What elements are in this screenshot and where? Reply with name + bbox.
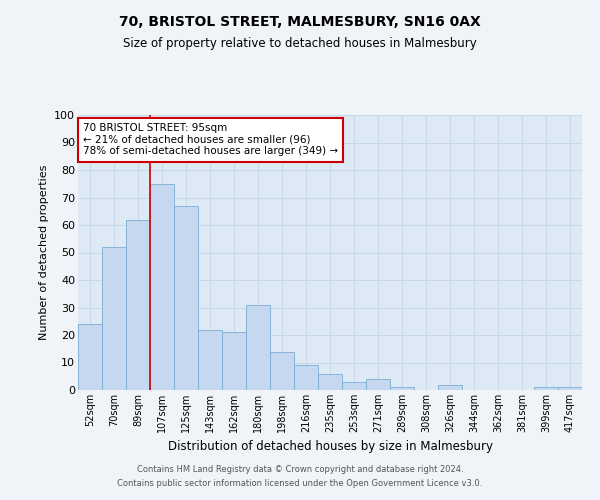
- Bar: [222, 332, 246, 390]
- Bar: [150, 184, 174, 390]
- X-axis label: Distribution of detached houses by size in Malmesbury: Distribution of detached houses by size …: [167, 440, 493, 454]
- Bar: [438, 384, 462, 390]
- Bar: [534, 387, 558, 390]
- Y-axis label: Number of detached properties: Number of detached properties: [38, 165, 49, 340]
- Bar: [102, 247, 126, 390]
- Bar: [294, 365, 318, 390]
- Text: Size of property relative to detached houses in Malmesbury: Size of property relative to detached ho…: [123, 38, 477, 51]
- Bar: [246, 304, 270, 390]
- Bar: [342, 382, 366, 390]
- Bar: [558, 387, 582, 390]
- Text: Contains HM Land Registry data © Crown copyright and database right 2024.
Contai: Contains HM Land Registry data © Crown c…: [118, 466, 482, 487]
- Bar: [174, 206, 198, 390]
- Bar: [78, 324, 102, 390]
- Text: 70, BRISTOL STREET, MALMESBURY, SN16 0AX: 70, BRISTOL STREET, MALMESBURY, SN16 0AX: [119, 15, 481, 29]
- Bar: [390, 387, 414, 390]
- Bar: [126, 220, 150, 390]
- Bar: [270, 352, 294, 390]
- Bar: [198, 330, 222, 390]
- Bar: [318, 374, 342, 390]
- Bar: [366, 379, 390, 390]
- Text: 70 BRISTOL STREET: 95sqm
← 21% of detached houses are smaller (96)
78% of semi-d: 70 BRISTOL STREET: 95sqm ← 21% of detach…: [83, 123, 338, 156]
